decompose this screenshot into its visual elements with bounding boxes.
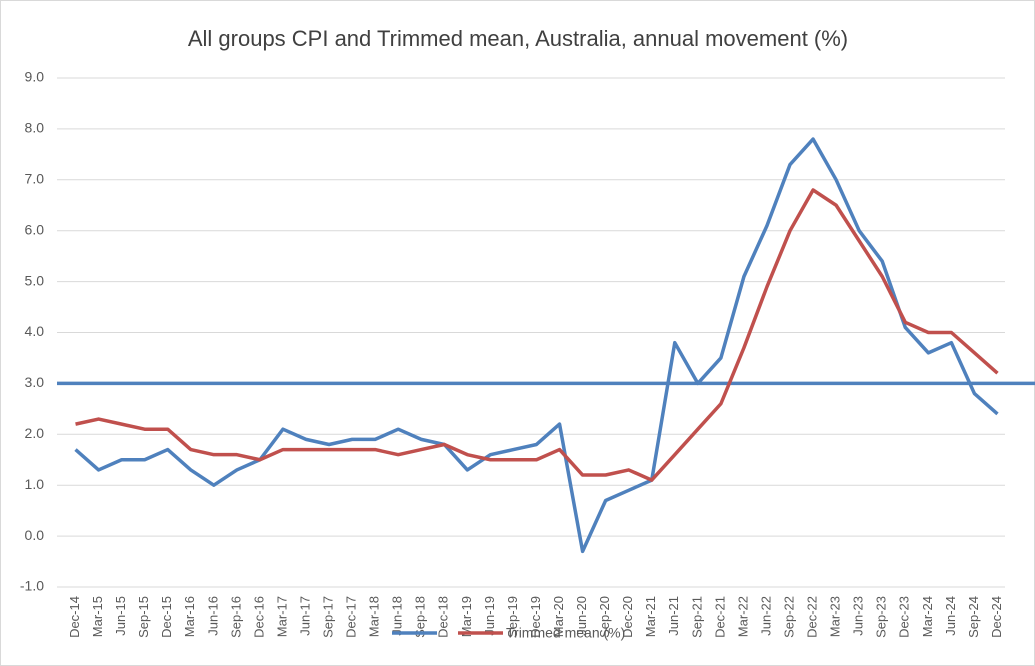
x-tick-label: Sep-24 [966, 596, 981, 638]
y-tick-label: 2.0 [25, 425, 45, 441]
x-tick-label: Jun-18 [390, 596, 405, 636]
x-tick-label: Mar-20 [551, 596, 566, 637]
x-tick-label: Jun-15 [113, 596, 128, 636]
x-tick-label: Jun-22 [758, 596, 773, 636]
x-tick-label: Dec-21 [712, 596, 727, 638]
y-tick-label: 9.0 [25, 69, 45, 85]
x-tick-label: Dec-15 [159, 596, 174, 638]
x-tick-label: Sep-20 [597, 596, 612, 638]
y-tick-label: 3.0 [25, 374, 45, 390]
y-tick-label: -1.0 [20, 578, 44, 594]
y-tick-label: 4.0 [25, 323, 45, 339]
x-tick-label: Sep-23 [874, 596, 889, 638]
x-tick-label: Mar-21 [643, 596, 658, 637]
x-tick-label: Sep-22 [781, 596, 796, 638]
x-tick-label: Jun-23 [851, 596, 866, 636]
x-tick-label: Dec-24 [989, 596, 1004, 638]
x-tick-label: Sep-18 [413, 596, 428, 638]
x-tick-label: Dec-16 [251, 596, 266, 638]
x-tick-label: Dec-20 [620, 596, 635, 638]
x-tick-label: Mar-22 [735, 596, 750, 637]
x-tick-label: Jun-17 [297, 596, 312, 636]
x-tick-label: Sep-15 [136, 596, 151, 638]
x-tick-label: Mar-23 [828, 596, 843, 637]
x-tick-label: Mar-15 [90, 596, 105, 637]
y-tick-label: 6.0 [25, 221, 45, 237]
x-tick-label: Dec-14 [67, 596, 82, 638]
x-tick-label: Jun-19 [482, 596, 497, 636]
y-tick-label: 7.0 [25, 171, 45, 187]
series-line [75, 188, 999, 482]
legend-label: Trimmed mean (%) [506, 625, 625, 641]
y-tick-label: 8.0 [25, 120, 45, 136]
x-tick-label: Sep-19 [505, 596, 520, 638]
y-tick-label: 1.0 [25, 476, 45, 492]
x-tick-label: Dec-18 [436, 596, 451, 638]
x-tick-label: Mar-18 [367, 596, 382, 637]
y-tick-label: 0.0 [25, 527, 45, 543]
x-tick-label: Mar-17 [274, 596, 289, 637]
x-tick-label: Mar-19 [459, 596, 474, 637]
x-tick-label: Sep-21 [689, 596, 704, 638]
x-tick-label: Jun-16 [205, 596, 220, 636]
chart-title: All groups CPI and Trimmed mean, Austral… [188, 26, 848, 51]
x-tick-label: Mar-16 [182, 596, 197, 637]
y-tick-label: 5.0 [25, 272, 45, 288]
x-tick-label: Dec-23 [897, 596, 912, 638]
x-tick-label: Sep-16 [228, 596, 243, 638]
x-tick-label: Jun-20 [574, 596, 589, 636]
x-tick-label: Dec-22 [805, 596, 820, 638]
x-tick-label: Dec-19 [528, 596, 543, 638]
x-tick-label: Sep-17 [320, 596, 335, 638]
x-tick-label: Jun-24 [943, 596, 958, 636]
series-line [74, 137, 999, 554]
x-tick-label: Jun-21 [666, 596, 681, 636]
x-tick-label: Dec-17 [344, 596, 359, 638]
x-tick-label: Mar-24 [920, 596, 935, 637]
